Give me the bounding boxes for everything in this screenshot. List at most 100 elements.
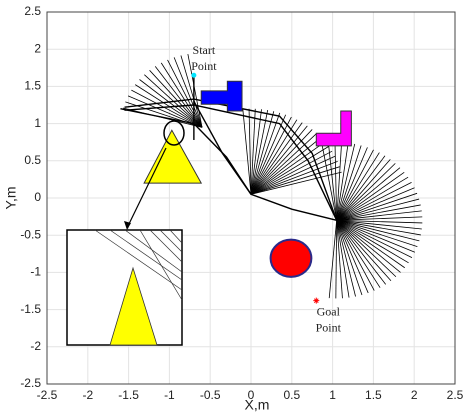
y-tick-label: 1.5 [24,79,41,93]
x-tick-label: 2 [411,388,418,402]
ray [336,204,421,221]
ray [336,220,363,296]
ray [250,122,303,195]
ray [336,220,350,298]
x-tick-label: 2.5 [447,388,464,402]
ray [336,220,375,291]
zoom-arrow [126,147,167,229]
ray [336,149,374,221]
ray [250,129,313,195]
y-tick-label: 1 [34,116,41,130]
ray [250,141,326,195]
x-axis-label: X,m [245,397,270,413]
ray [250,155,336,195]
ray [134,84,203,128]
ray [250,150,333,195]
trajectory [120,108,252,195]
ray [336,142,349,221]
ray [321,143,338,221]
ray [336,220,343,299]
ray [336,219,409,264]
ray-fan [242,108,342,195]
y-tick-label: -2.5 [20,376,41,390]
y-tick-label: -1.5 [20,302,41,316]
ray [250,119,298,195]
ray [336,210,422,221]
y-tick-label: 2 [34,41,41,55]
ray [336,192,418,221]
y-tick-label: -1 [30,265,41,279]
ray [336,219,421,236]
ray [250,114,287,195]
inset-obstacle [109,266,158,346]
obstacle [143,129,203,184]
ray [336,219,405,269]
obstacle [200,80,243,112]
x-tick-label: 0.5 [283,388,300,402]
x-tick-label: 1 [329,388,336,402]
ray [336,167,401,221]
ray [336,181,412,221]
inset-rays [94,229,183,301]
ray [336,220,392,282]
zoom-marker [163,120,185,146]
ray [336,219,416,253]
ray [336,220,369,294]
ray [336,220,381,288]
x-tick-label: -0.5 [200,388,221,402]
goal-label: Point [316,320,342,334]
ray [250,171,342,195]
x-tick-label: 0 [248,388,255,402]
ray [250,160,338,195]
ray [250,112,281,195]
ray [336,219,418,247]
x-tick-label: -2.5 [37,388,58,402]
ray [334,142,338,221]
ray [187,53,203,128]
ray [336,198,420,221]
ray [336,171,405,221]
arrow-head [124,221,131,230]
y-tick-label: 0 [34,190,41,204]
ray [336,143,356,221]
ray [242,109,252,195]
goal-label: Goal [317,304,341,318]
ray [250,110,269,195]
ray [167,59,203,128]
ray [328,220,338,299]
ray [250,146,329,195]
zoom-inset [66,120,185,346]
ray [139,79,203,128]
ray [250,137,322,195]
ray [248,108,252,195]
ray [336,219,413,258]
ray [336,219,420,242]
ray [336,187,415,221]
start-label: Point [191,59,217,73]
y-tick-label: -2 [30,339,41,353]
x-tick-label: -1.5 [118,388,139,402]
start-label: Start [193,43,216,57]
axes-frame [46,11,456,385]
ray [180,55,203,128]
y-tick-label: -0.5 [20,227,41,241]
ray [327,142,338,221]
ray [336,220,397,278]
ray [335,220,338,299]
ray [173,57,203,128]
start-point [191,72,197,78]
obstacle [269,238,313,278]
ray [336,155,386,221]
ray [250,109,262,195]
ray [336,152,380,221]
ray [250,132,318,195]
ray [336,145,362,221]
ray [336,142,343,221]
ray [336,220,356,297]
ray [160,62,203,128]
ray [336,147,368,221]
y-tick-label: 0.5 [24,153,41,167]
obstacle [315,110,352,147]
trajectory [124,104,338,221]
